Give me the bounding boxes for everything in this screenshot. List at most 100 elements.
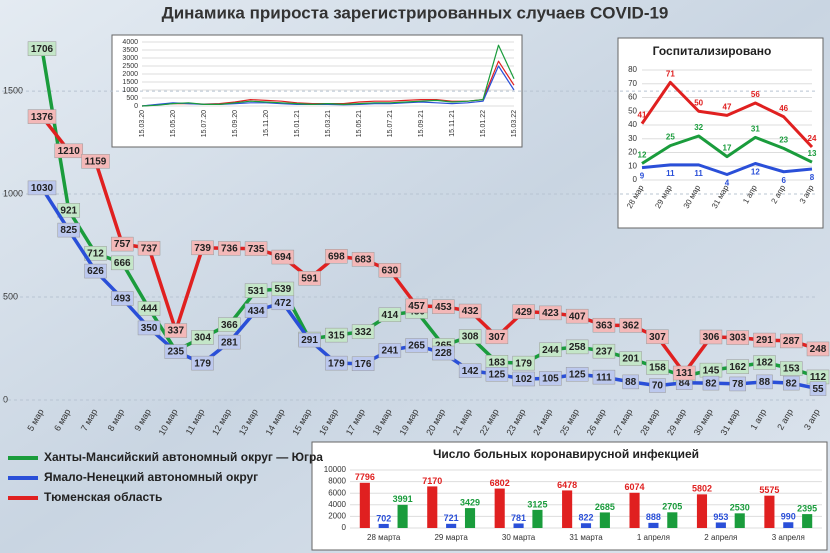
label-box <box>753 332 776 348</box>
data-label: 145 <box>703 365 720 376</box>
data-label: 702 <box>376 513 391 523</box>
label-box <box>458 303 482 319</box>
y-tick-label: 2500 <box>122 63 138 70</box>
data-label: 82 <box>705 378 717 389</box>
data-label: 1030 <box>31 183 54 194</box>
label-box <box>137 240 161 256</box>
label-box <box>646 360 669 375</box>
y-tick-label: 10 <box>628 161 637 170</box>
bar <box>446 523 457 528</box>
data-label: 12 <box>751 168 760 177</box>
y-tick-label: 0 <box>342 523 347 532</box>
data-label: 158 <box>649 363 666 374</box>
data-label: 362 <box>622 321 639 332</box>
data-label: 17 <box>723 144 732 153</box>
data-label: 308 <box>462 332 479 343</box>
x-tick-label: 15.03.20 <box>139 110 146 137</box>
label-box <box>218 334 241 350</box>
label-box <box>809 381 827 396</box>
bar <box>494 488 505 528</box>
data-label: 3991 <box>393 494 413 504</box>
label-box <box>779 361 803 376</box>
y-tick-label: 0 <box>3 394 8 404</box>
data-label: 179 <box>328 358 345 369</box>
label-box <box>111 291 134 306</box>
data-label: 12 <box>638 151 647 160</box>
data-label: 2530 <box>730 503 750 513</box>
data-label: 757 <box>114 239 131 250</box>
y-tick-label: 20 <box>628 148 637 157</box>
y-tick-label: 80 <box>628 65 637 74</box>
label-box <box>699 329 723 345</box>
label-box <box>325 355 348 371</box>
x-tick-label: 15.09.21 <box>418 110 425 137</box>
label-box <box>405 338 428 353</box>
y-tick-label: 30 <box>628 134 637 143</box>
data-label: 453 <box>435 302 452 313</box>
data-label: 304 <box>194 333 211 344</box>
data-label: 11 <box>694 169 703 178</box>
bar <box>696 494 708 528</box>
data-label: 457 <box>408 301 425 312</box>
y-tick-label: 500 <box>3 291 18 301</box>
data-label: 84 <box>679 378 691 389</box>
label-box <box>405 298 428 314</box>
data-label: 31 <box>751 124 760 133</box>
data-label: 24 <box>808 134 817 143</box>
label-box <box>782 375 800 391</box>
label-box <box>726 330 749 345</box>
bar <box>427 486 438 528</box>
data-label: 25 <box>666 133 675 142</box>
label-box <box>622 374 639 390</box>
label-box <box>27 41 57 56</box>
data-label: 82 <box>786 378 798 389</box>
data-label: 626 <box>87 266 104 277</box>
bar <box>802 514 813 528</box>
label-box <box>271 249 295 265</box>
data-label: 721 <box>444 513 459 523</box>
bar <box>397 504 408 528</box>
data-label: 55 <box>812 384 824 395</box>
label-box <box>244 283 268 298</box>
label-box <box>351 356 375 372</box>
data-label: 88 <box>759 377 771 388</box>
label-box <box>378 307 402 322</box>
data-label: 125 <box>489 369 506 380</box>
data-label: 781 <box>511 513 526 523</box>
data-label: 921 <box>60 205 77 216</box>
label-box <box>512 371 535 387</box>
data-label: 423 <box>542 308 559 319</box>
label-box <box>592 317 616 333</box>
data-label: 131 <box>676 368 693 379</box>
legend-label: Ямало-Ненецкий автономный округ <box>44 470 258 484</box>
y-tick-label: 10000 <box>324 465 347 474</box>
bar <box>378 523 389 528</box>
x-tick-label: 30 марта <box>502 533 536 542</box>
y-tick-label: 50 <box>628 106 637 115</box>
data-label: 350 <box>141 323 158 334</box>
x-tick-label: 15.05.20 <box>170 110 177 137</box>
label-box <box>649 378 666 393</box>
label-box <box>458 329 482 344</box>
label-box <box>298 271 321 286</box>
data-label: 1210 <box>58 146 81 157</box>
data-label: 332 <box>355 327 372 338</box>
label-box <box>111 255 134 271</box>
data-label: 71 <box>666 69 675 78</box>
label-box <box>244 241 268 256</box>
x-tick-label: 15.11.20 <box>263 110 270 137</box>
data-label: 237 <box>596 346 613 357</box>
data-label: 307 <box>489 332 506 343</box>
y-tick-label: 8000 <box>328 477 346 486</box>
label-box <box>57 222 81 238</box>
label-box <box>432 299 455 314</box>
y-tick-label: 3000 <box>122 55 138 62</box>
data-label: 2705 <box>662 502 682 512</box>
series-line <box>641 162 813 176</box>
data-label: 102 <box>515 374 532 385</box>
data-label: 366 <box>221 320 238 331</box>
data-label: 2395 <box>797 503 817 513</box>
data-label: 712 <box>87 249 104 260</box>
bar <box>764 495 775 528</box>
label-box <box>164 344 188 359</box>
